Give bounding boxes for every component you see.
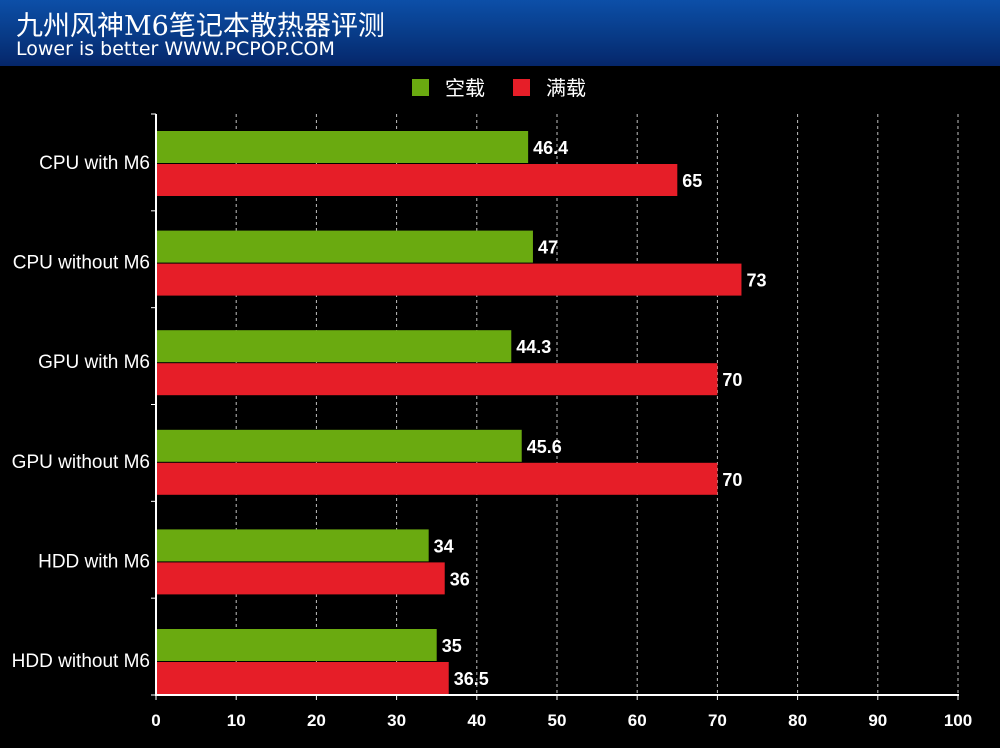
x-tick-label: 80: [788, 711, 807, 730]
data-label: 47: [538, 238, 558, 258]
x-tick-label: 70: [708, 711, 727, 730]
data-label: 65: [682, 171, 702, 191]
bar-idle-2: [156, 330, 512, 363]
category-label: GPU without M6: [12, 452, 150, 473]
bar-idle-0: [156, 131, 529, 163]
category-label: CPU without M6: [13, 253, 150, 274]
chart-subtitle: Lower is better WWW.PCPOP.COM: [16, 38, 335, 60]
x-tick-label: 10: [227, 711, 246, 730]
legend-swatch-load: [513, 79, 530, 96]
bar-load-0: [156, 164, 678, 196]
bar-load-4: [156, 562, 445, 595]
x-tick-label: 40: [467, 711, 486, 730]
data-label: 36: [450, 569, 470, 589]
bar-idle-1: [156, 230, 533, 263]
category-label: HDD without M6: [12, 651, 150, 672]
category-label: GPU with M6: [38, 352, 150, 373]
category-label: CPU with M6: [39, 153, 150, 174]
x-tick-label: 0: [151, 711, 160, 730]
data-label: 73: [746, 271, 766, 291]
data-label: 35: [442, 636, 462, 656]
bar-load-1: [156, 263, 742, 296]
bar-idle-5: [156, 629, 437, 661]
category-label: HDD with M6: [38, 551, 150, 572]
x-tick-label: 50: [548, 711, 567, 730]
legend-label: 空载: [445, 76, 485, 100]
data-label: 70: [722, 470, 742, 490]
bar-load-2: [156, 363, 718, 396]
bar-idle-4: [156, 529, 429, 562]
legend-swatch-idle: [412, 79, 429, 96]
x-tick-label: 20: [307, 711, 326, 730]
chart-title: 九州风神M6笔记本散热器评测: [16, 11, 385, 42]
bar-idle-3: [156, 429, 522, 462]
data-label: 36.5: [454, 669, 489, 689]
data-label: 34: [434, 536, 454, 556]
data-label: 46.4: [533, 138, 568, 158]
x-tick-label: 60: [628, 711, 647, 730]
x-tick-label: 30: [387, 711, 406, 730]
bar-load-5: [156, 662, 449, 694]
data-label: 44.3: [516, 337, 551, 357]
legend-label: 满载: [546, 76, 586, 100]
bar-load-3: [156, 462, 718, 495]
data-label: 45.6: [527, 437, 562, 457]
data-label: 70: [722, 370, 742, 390]
x-tick-label: 100: [944, 711, 972, 730]
chart-header: 九州风神M6笔记本散热器评测 Lower is better WWW.PCPOP…: [0, 0, 1000, 66]
x-tick-label: 90: [868, 711, 887, 730]
